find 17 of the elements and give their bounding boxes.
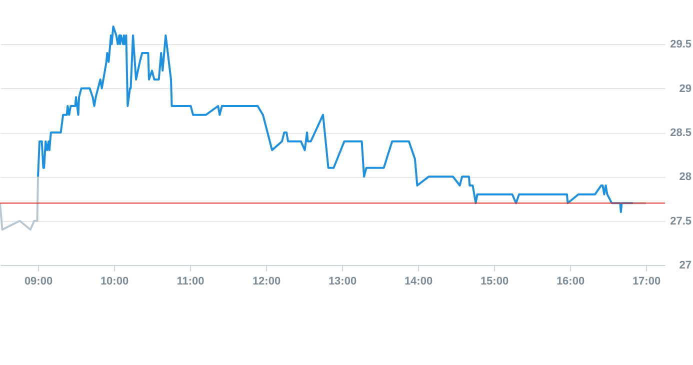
x-tick-label: 10:00 — [100, 276, 129, 288]
line-series — [37, 26, 634, 213]
x-tick-label: 16:00 — [556, 276, 585, 288]
x-tick-label: 17:00 — [632, 276, 661, 288]
x-tick-label: 14:00 — [404, 276, 433, 288]
y-tick-label: 27.5 — [670, 215, 692, 228]
x-tick-label: 13:00 — [328, 276, 357, 288]
x-tick-label: 15:00 — [480, 276, 509, 288]
line-series — [0, 176, 39, 231]
y-tick-label: 28 — [679, 171, 692, 184]
x-tick-label: 11:00 — [176, 276, 204, 288]
y-tick-label: 29.5 — [670, 38, 692, 51]
y-tick-label: 28.5 — [670, 127, 692, 139]
y-tick-label: 29 — [679, 82, 692, 95]
x-tick-label: 09:00 — [24, 276, 53, 288]
x-tick-label: 12:00 — [252, 276, 281, 288]
y-tick-label: 27 — [679, 260, 692, 272]
